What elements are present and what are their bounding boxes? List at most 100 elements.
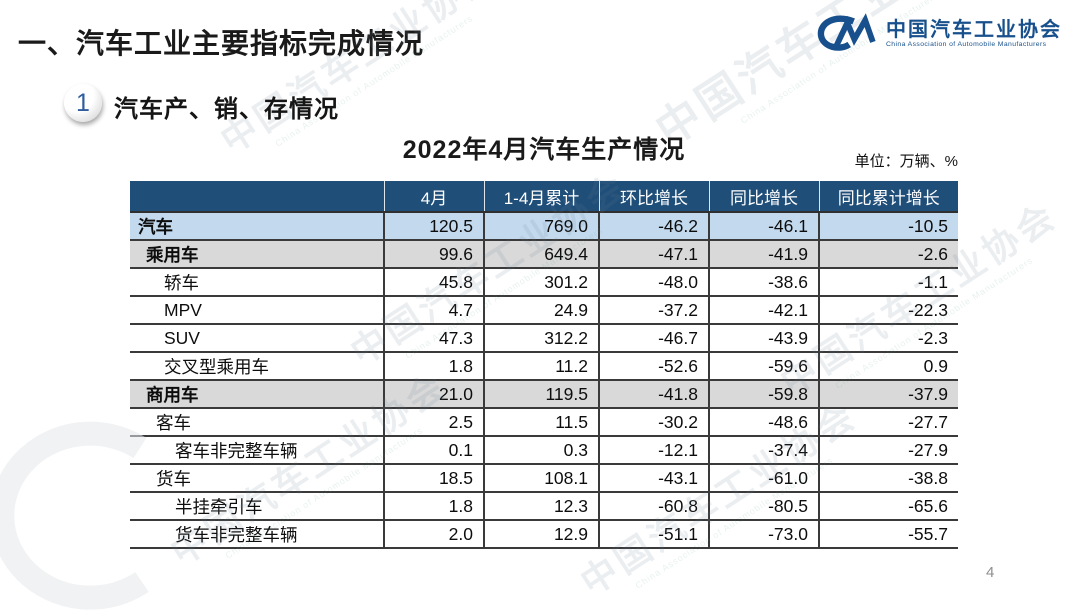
caam-logo-name-cn: 中国汽车工业协会 (886, 18, 1062, 41)
section-label: 汽车产、销、存情况 (114, 96, 339, 123)
table-row: SUV 47.3 312.2 -46.7 -43.9 -2.3 (130, 323, 958, 352)
column-header: 4月 (383, 181, 484, 213)
value-cell: -60.8 (598, 491, 709, 520)
row-label-cell: SUV (130, 323, 384, 352)
value-cell: 11.2 (483, 351, 599, 380)
value-cell: 12.3 (483, 491, 599, 520)
value-cell: 0.3 (483, 435, 599, 464)
table-row: 交叉型乘用车 1.8 11.2 -52.6 -59.6 0.9 (130, 351, 958, 380)
row-label-cell: 货车 (130, 463, 384, 492)
value-cell: 769.0 (483, 212, 599, 240)
value-cell: -37.4 (708, 435, 819, 464)
value-cell: 2.5 (383, 407, 484, 436)
value-cell: -41.9 (708, 239, 819, 268)
row-label-cell: MPV (130, 295, 384, 324)
row-label-cell: 商用车 (130, 379, 384, 408)
table-row: 乘用车 99.6 649.4 -47.1 -41.9 -2.6 (130, 239, 958, 268)
row-label-cell: 乘用车 (130, 239, 384, 268)
row-label-cell: 货车非完整车辆 (130, 519, 384, 549)
row-label-cell: 交叉型乘用车 (130, 351, 384, 380)
value-cell: 18.5 (383, 463, 484, 492)
value-cell: -30.2 (598, 407, 709, 436)
value-cell: 120.5 (383, 212, 484, 240)
table-row: 汽车 120.5 769.0 -46.2 -46.1 -10.5 (130, 212, 958, 240)
value-cell: -46.7 (598, 323, 709, 352)
row-label-cell: 客车非完整车辆 (130, 435, 384, 464)
column-header: 环比增长 (598, 181, 709, 213)
table-row: 客车 2.5 11.5 -30.2 -48.6 -27.7 (130, 407, 958, 436)
production-table: 4月 1-4月累计 环比增长 同比增长 同比累计增长 汽车 120.5 769.0-… (130, 181, 958, 549)
value-cell: -37.9 (818, 379, 958, 408)
value-cell: -38.8 (818, 463, 958, 492)
unit-label: 单位：万辆、% (854, 153, 958, 170)
value-cell: -51.1 (598, 519, 709, 549)
value-cell: 649.4 (483, 239, 599, 268)
value-cell: -59.6 (708, 351, 819, 380)
value-cell: -46.1 (708, 212, 819, 240)
value-cell: -42.1 (708, 295, 819, 324)
value-cell: -22.3 (818, 295, 958, 324)
column-header: 同比增长 (708, 181, 819, 213)
value-cell: -37.2 (598, 295, 709, 324)
value-cell: -52.6 (598, 351, 709, 380)
section-number-badge: 1 (64, 84, 102, 122)
value-cell: -43.9 (708, 323, 819, 352)
value-cell: -73.0 (708, 519, 819, 549)
value-cell: -55.7 (818, 519, 958, 549)
table-header-row: 4月 1-4月累计 环比增长 同比增长 同比累计增长 (130, 181, 958, 213)
row-label-cell: 客车 (130, 407, 384, 436)
value-cell: 24.9 (483, 295, 599, 324)
value-cell: -43.1 (598, 463, 709, 492)
row-label-cell: 半挂牵引车 (130, 491, 384, 520)
value-cell: -41.8 (598, 379, 709, 408)
value-cell: 108.1 (483, 463, 599, 492)
value-cell: 21.0 (383, 379, 484, 408)
value-cell: 12.9 (483, 519, 599, 549)
value-cell: -46.2 (598, 212, 709, 240)
page-number: 4 (986, 564, 995, 581)
value-cell: 0.1 (383, 435, 484, 464)
value-cell: 1.8 (383, 351, 484, 380)
value-cell: -27.7 (818, 407, 958, 436)
value-cell: 45.8 (383, 267, 484, 296)
value-cell: -80.5 (708, 491, 819, 520)
value-cell: -1.1 (818, 267, 958, 296)
page-title: 一、汽车工业主要指标完成情况 (18, 28, 425, 59)
value-cell: 301.2 (483, 267, 599, 296)
table-row: 货车 18.5 108.1 -43.1 -61.0 -38.8 (130, 463, 958, 492)
value-cell: 11.5 (483, 407, 599, 436)
table-row: 商用车 21.0 119.5 -41.8 -59.8 -37.9 (130, 379, 958, 408)
row-label-cell: 汽车 (130, 212, 384, 240)
value-cell: -61.0 (708, 463, 819, 492)
table-row: MPV 4.7 24.9 -37.2 -42.1 -22.3 (130, 295, 958, 324)
column-header: 1-4月累计 (483, 181, 599, 213)
column-header (130, 181, 384, 213)
table-row: 货车非完整车辆 2.0 12.9 -51.1 -73.0 -55.7 (130, 519, 958, 549)
table-title: 2022年4月汽车生产情况 (402, 136, 686, 164)
value-cell: 312.2 (483, 323, 599, 352)
value-cell: 2.0 (383, 519, 484, 549)
value-cell: -47.1 (598, 239, 709, 268)
column-header: 同比累计增长 (818, 181, 958, 213)
value-cell: -2.3 (818, 323, 958, 352)
value-cell: -10.5 (818, 212, 958, 240)
value-cell: 0.9 (818, 351, 958, 380)
caam-logo: 中国汽车工业协会 China Association of Automobile… (814, 12, 1062, 54)
value-cell: -27.9 (818, 435, 958, 464)
value-cell: 4.7 (383, 295, 484, 324)
value-cell: -38.6 (708, 267, 819, 296)
value-cell: -48.6 (708, 407, 819, 436)
value-cell: 47.3 (383, 323, 484, 352)
value-cell: -12.1 (598, 435, 709, 464)
row-label-cell: 轿车 (130, 267, 384, 296)
value-cell: 1.8 (383, 491, 484, 520)
value-cell: -2.6 (818, 239, 958, 268)
table-row: 客车非完整车辆 0.1 0.3 -12.1 -37.4 -27.9 (130, 435, 958, 464)
value-cell: 99.6 (383, 239, 484, 268)
value-cell: -48.0 (598, 267, 709, 296)
caam-logo-icon (817, 13, 876, 51)
value-cell: -59.8 (708, 379, 819, 408)
caam-logo-name-en: China Association of Automobile Manufact… (886, 40, 1047, 48)
table-row: 轿车 45.8 301.2 -48.0 -38.6 -1.1 (130, 267, 958, 296)
caam-logo-text: 中国汽车工业协会 China Association of Automobile… (886, 19, 1062, 48)
